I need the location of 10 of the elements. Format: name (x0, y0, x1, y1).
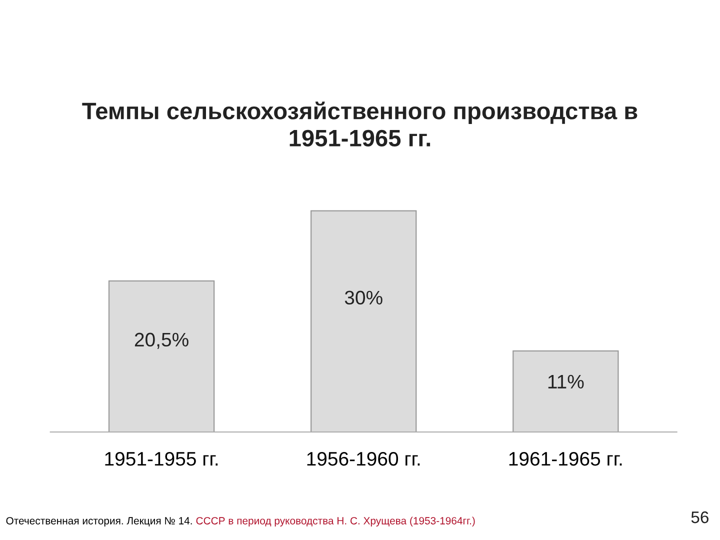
data-label: 30% (344, 290, 382, 305)
data-label: 20,5% (134, 332, 188, 349)
x-tick-label: 1951-1955 гг. (105, 452, 218, 466)
x-tick-label: 1961-1965 гг. (509, 452, 622, 466)
x-tick-label: 1956-1960 гг. (307, 452, 420, 466)
text: СССР в период руководства Н. С. Хрущева (1953-1964гг.) (196, 516, 475, 526)
chart-title: Темпы сельскохозяйственного производства в 1951-1965 гг. (82, 102, 638, 147)
data-label: 11% (548, 374, 584, 388)
text: Отечественная история. Лекция № 14. (6, 517, 192, 526)
text: 56 (691, 511, 708, 524)
